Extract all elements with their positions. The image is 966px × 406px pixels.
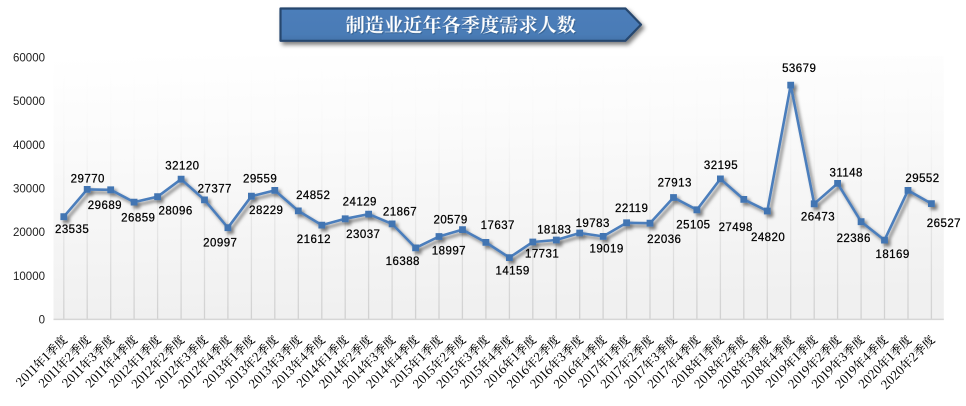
svg-text:21867: 21867	[383, 207, 417, 219]
svg-text:0: 0	[39, 315, 45, 327]
svg-text:20000: 20000	[13, 227, 45, 239]
svg-text:17637: 17637	[481, 220, 515, 232]
svg-text:29559: 29559	[243, 174, 277, 186]
svg-text:29552: 29552	[905, 173, 939, 185]
svg-text:60000: 60000	[13, 53, 45, 65]
svg-text:31148: 31148	[830, 168, 863, 180]
svg-text:18183: 18183	[537, 224, 571, 236]
svg-text:19783: 19783	[576, 218, 610, 230]
svg-text:21612: 21612	[297, 234, 331, 246]
svg-text:16388: 16388	[386, 256, 420, 268]
svg-text:40000: 40000	[13, 140, 45, 152]
svg-text:20997: 20997	[203, 238, 237, 250]
svg-text:18169: 18169	[875, 249, 909, 261]
svg-text:22036: 22036	[647, 234, 681, 246]
svg-text:17731: 17731	[525, 249, 559, 261]
svg-text:53679: 53679	[782, 63, 816, 75]
svg-text:24820: 24820	[751, 232, 785, 244]
svg-text:19019: 19019	[589, 244, 623, 256]
svg-text:26859: 26859	[121, 213, 155, 225]
svg-text:29770: 29770	[71, 174, 105, 186]
svg-text:25105: 25105	[676, 220, 710, 232]
svg-text:23535: 23535	[55, 224, 89, 236]
svg-text:29689: 29689	[88, 200, 122, 212]
svg-text:24129: 24129	[343, 196, 377, 208]
svg-text:22119: 22119	[615, 203, 648, 215]
svg-text:23037: 23037	[346, 229, 380, 241]
svg-text:18997: 18997	[432, 245, 466, 257]
svg-text:32195: 32195	[704, 160, 738, 172]
svg-text:50000: 50000	[13, 96, 45, 108]
svg-text:28096: 28096	[158, 205, 192, 217]
svg-text:24852: 24852	[296, 190, 330, 202]
svg-text:10000: 10000	[13, 271, 45, 283]
svg-text:14159: 14159	[495, 266, 529, 278]
svg-text:20579: 20579	[433, 215, 467, 227]
svg-text:26527: 26527	[927, 218, 961, 230]
svg-text:32120: 32120	[165, 160, 199, 172]
svg-text:27913: 27913	[658, 177, 692, 189]
svg-text:27498: 27498	[719, 222, 753, 234]
svg-text:27377: 27377	[198, 183, 232, 195]
svg-text:22386: 22386	[837, 233, 871, 245]
svg-text:30000: 30000	[13, 184, 45, 196]
svg-text:26473: 26473	[801, 212, 835, 224]
svg-text:28229: 28229	[249, 205, 283, 217]
